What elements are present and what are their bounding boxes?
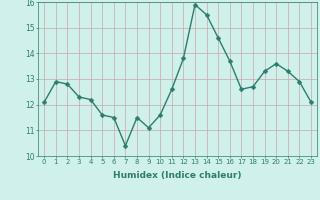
X-axis label: Humidex (Indice chaleur): Humidex (Indice chaleur) (113, 171, 242, 180)
